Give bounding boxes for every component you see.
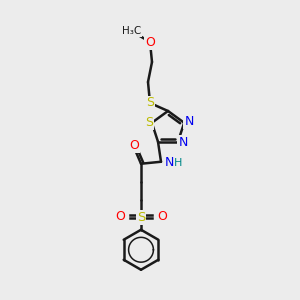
Text: S: S bbox=[145, 116, 153, 129]
Text: O: O bbox=[157, 210, 167, 223]
Text: N: N bbox=[178, 136, 188, 149]
Text: O: O bbox=[145, 35, 155, 49]
Text: O: O bbox=[115, 210, 125, 223]
Text: H₃C: H₃C bbox=[122, 26, 142, 36]
Text: O: O bbox=[129, 139, 139, 152]
Text: S: S bbox=[146, 97, 154, 110]
Text: S: S bbox=[137, 211, 145, 224]
Text: N: N bbox=[165, 156, 174, 169]
Text: H: H bbox=[174, 158, 182, 168]
Text: N: N bbox=[184, 115, 194, 128]
